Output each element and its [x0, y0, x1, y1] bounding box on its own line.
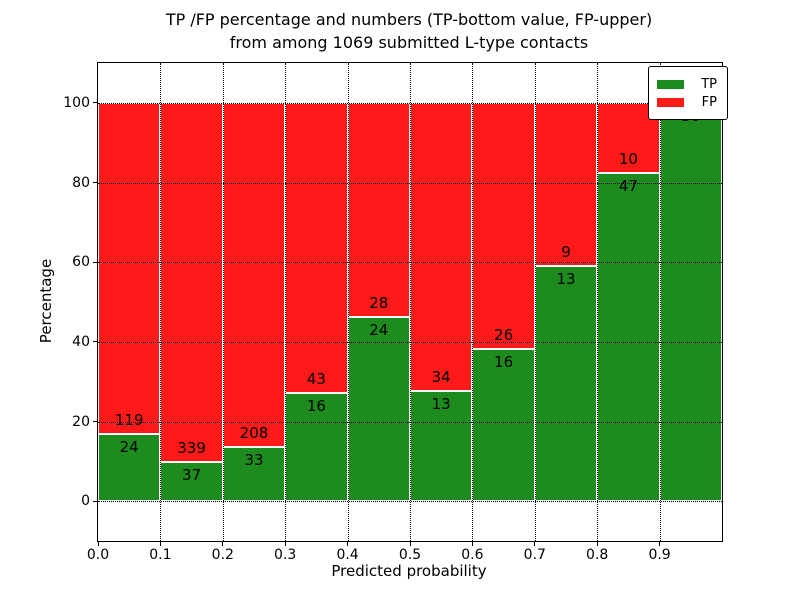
bar-segment-fp: [222, 102, 286, 447]
y-tick-label: 20: [72, 413, 90, 430]
bar-segment-fp: [98, 102, 161, 435]
x-tick-mark: [97, 541, 99, 546]
x-tick-mark: [159, 541, 161, 546]
x-tick-mark: [409, 541, 411, 546]
bar-segment-tp: [347, 317, 410, 502]
gridline: [347, 63, 349, 541]
y-tick-mark: [93, 421, 98, 422]
x-tick-label: 0.2: [211, 547, 234, 563]
y-tick-mark: [93, 102, 98, 104]
y-tick-label: 60: [72, 254, 90, 271]
legend-item-fp: FP: [657, 94, 719, 110]
fp-count-label: 28: [369, 294, 389, 313]
x-tick-label: 0.1: [149, 547, 172, 563]
x-tick-label: 0.3: [274, 547, 297, 563]
tp-color-swatch: [657, 79, 684, 89]
bar-segment-tp: [160, 461, 223, 502]
x-tick-label: 0.4: [336, 547, 359, 563]
tp-count-label: 16: [306, 397, 326, 416]
chart-title-line2: from among 1069 submitted L-type contact…: [229, 33, 589, 52]
bar-segment-fp: [160, 102, 223, 462]
y-tick-label: 0: [81, 493, 90, 510]
fp-count-label: 208: [239, 423, 269, 442]
bar-segment-fp: [534, 102, 598, 266]
fp-count-label: 9: [561, 242, 571, 261]
y-tick-mark: [93, 261, 98, 263]
y-tick-label: 100: [63, 94, 90, 111]
gridline: [472, 63, 474, 541]
x-tick-label: 0.9: [648, 547, 671, 563]
tp-count-label: 33: [244, 450, 264, 469]
fp-count-label: 119: [114, 411, 144, 430]
bar-segment-fp: [472, 102, 535, 350]
bar-segment-tp: [659, 102, 722, 502]
x-tick-label: 0.8: [586, 547, 609, 563]
tp-count-label: 13: [431, 394, 451, 413]
bar-segment-tp: [472, 349, 535, 502]
x-tick-mark: [534, 541, 536, 546]
x-tick-mark: [471, 541, 473, 546]
tp-count-label: 24: [119, 438, 139, 457]
bar-segment-tp: [597, 172, 660, 502]
fp-count-label: 34: [431, 367, 451, 386]
gridline: [160, 63, 162, 541]
fp-count-label: 26: [494, 326, 514, 345]
x-tick-mark: [347, 541, 349, 546]
tp-count-label: 16: [494, 353, 514, 372]
x-tick-mark: [659, 541, 661, 546]
y-axis-label: Percentage: [37, 258, 55, 344]
tp-count-label: 47: [618, 176, 638, 195]
chart-title-line1: TP /FP percentage and numbers (TP-bottom…: [165, 10, 653, 29]
plot-area: 1192433937208334316282434132616913104703…: [63, 62, 723, 563]
fp-count-label: 339: [177, 438, 206, 457]
gridline: [222, 63, 224, 541]
tp-count-label: 13: [556, 269, 576, 288]
x-axis-label: Predicted probability: [331, 562, 487, 580]
bar-segment-tp: [534, 265, 598, 502]
fp-color-swatch: [657, 97, 684, 107]
gridline: [534, 63, 536, 541]
bar-segment-fp: [347, 102, 410, 318]
fp-count-label: 10: [618, 149, 638, 168]
legend-label-fp: FP: [701, 94, 717, 110]
x-tick-label: 0.0: [86, 547, 110, 563]
y-tick-mark: [93, 500, 98, 502]
y-tick-mark: [93, 182, 98, 183]
x-tick-mark: [596, 541, 598, 546]
fp-count-label: 43: [306, 370, 326, 389]
gridline: [597, 63, 599, 541]
legend-label-tp: TP: [701, 76, 717, 92]
bar-segment-fp: [410, 102, 473, 391]
tp-count-label: 37: [182, 465, 202, 484]
x-tick-label: 0.5: [398, 547, 422, 563]
bar-segment-tp: [285, 393, 348, 502]
y-tick-mark: [93, 341, 98, 343]
gridline: [285, 63, 287, 541]
legend-item-tp: TP: [657, 76, 719, 92]
x-tick-label: 0.6: [461, 547, 484, 563]
y-tick-label: 40: [72, 333, 90, 350]
legend: TP FP: [648, 66, 728, 120]
tp-count-label: 24: [369, 321, 389, 340]
bar-segment-fp: [285, 102, 348, 394]
x-tick-mark: [284, 541, 286, 546]
gridline: [410, 63, 411, 541]
bar-segment-tp: [98, 434, 161, 502]
x-tick-mark: [222, 541, 224, 546]
chart-title: TP /FP percentage and numbers (TP-bottom…: [97, 8, 721, 54]
y-tick-label: 80: [72, 174, 90, 191]
gridline: [659, 63, 661, 541]
x-tick-label: 0.7: [523, 547, 546, 563]
